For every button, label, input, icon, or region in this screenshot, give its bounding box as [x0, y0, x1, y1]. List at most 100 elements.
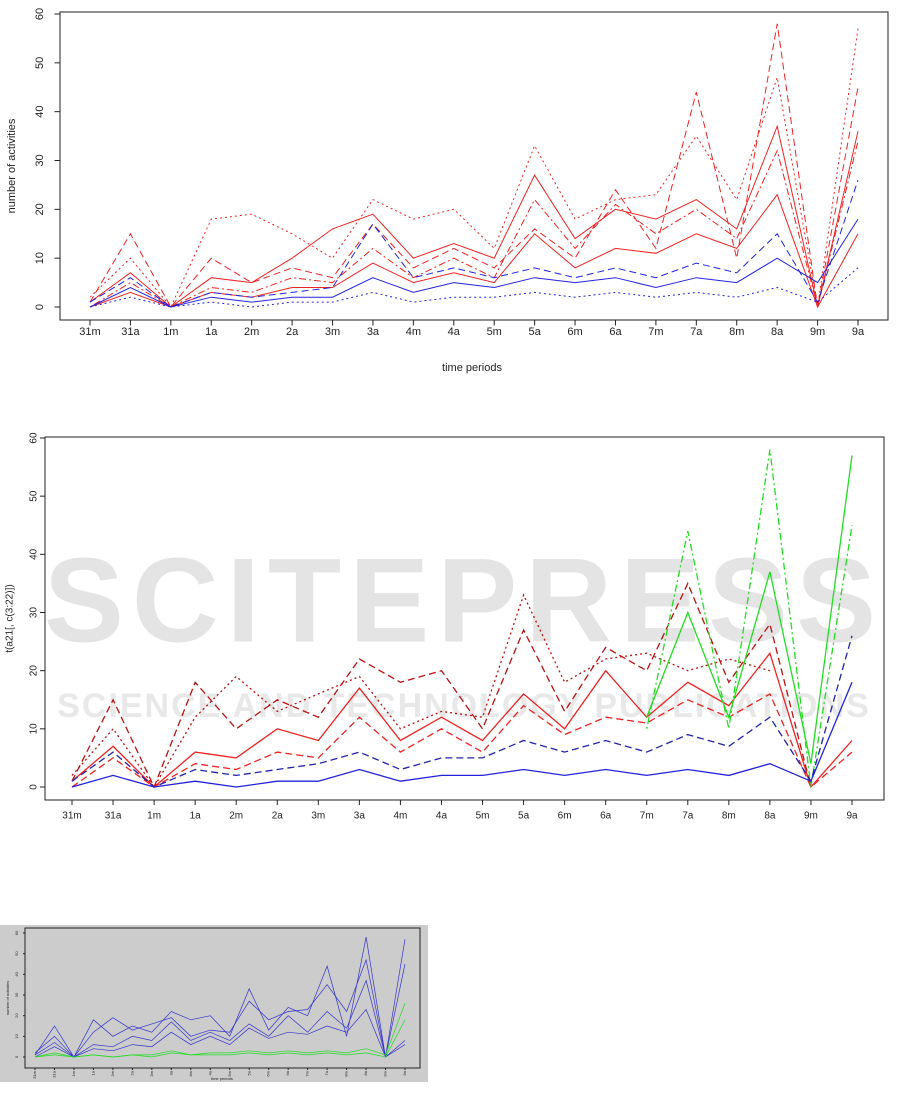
x-tick-label: 4m: [188, 1070, 193, 1076]
x-tick-label: 4a: [436, 811, 448, 822]
x-axis-label: time periods: [211, 1076, 233, 1081]
chart: 0 10 20 30 40 50 60 31m 31a 1m 1a 2m 2a 3m 3a 4m 4a 5m 5a 6…: [0, 925, 428, 1082]
x-tick-label: 6m: [567, 326, 582, 338]
x-tick-label: 6a: [600, 811, 612, 822]
y-tick-label: 60: [29, 432, 40, 444]
y-axis-label: number of activities: [5, 981, 10, 1015]
x-tick-label: 2a: [286, 326, 299, 338]
x-tick-label: 31m: [32, 1070, 37, 1078]
x-tick-label: 4a: [207, 1070, 212, 1075]
series-line: [646, 455, 853, 764]
chart: SCITEPRESS SCIENCE AND TECHNOLOGY PUBLICA…: [0, 420, 901, 860]
y-tick-label: 50: [29, 490, 40, 502]
y-tick-label: 50: [34, 57, 46, 69]
series-line: [89, 179, 859, 308]
y-axis-label: number of activities: [6, 118, 18, 213]
y-tick-label: 20: [29, 665, 40, 677]
x-tick-label: 3a: [168, 1070, 173, 1075]
y-tick-label: 50: [14, 951, 19, 956]
series-line: [71, 682, 853, 788]
y-axis-label: t(a21[, c(3:22)]): [5, 584, 16, 652]
x-tick-label: 31a: [121, 326, 140, 338]
x-tick-label: 2a: [129, 1070, 134, 1075]
y-tick-label: 60: [34, 8, 46, 20]
series-line: [34, 958, 406, 1058]
x-tick-label: 6m: [266, 1070, 271, 1076]
series-line: [89, 124, 859, 308]
x-tick-label: 5a: [518, 811, 530, 822]
series-line: [71, 635, 853, 788]
y-tick-label: 0: [14, 1055, 19, 1058]
x-tick-label: 8a: [764, 811, 776, 822]
y-tick-label: 30: [34, 154, 46, 166]
x-tick-label: 8a: [363, 1070, 368, 1075]
y-tick-label: 20: [14, 1013, 19, 1018]
x-tick-label: 4m: [393, 811, 407, 822]
series-line: [34, 1019, 406, 1058]
x-tick-label: 1m: [71, 1070, 76, 1076]
x-tick-label: 1m: [147, 811, 161, 822]
x-tick-label: 6a: [285, 1070, 290, 1075]
series-line: [34, 979, 406, 1058]
series-line: [34, 1008, 406, 1058]
x-tick-label: 2a: [272, 811, 284, 822]
x-tick-label: 3a: [367, 326, 380, 338]
plot-frame: [44, 436, 885, 801]
y-tick-label: 40: [34, 106, 46, 118]
x-tick-label: 5m: [227, 1070, 232, 1076]
chart: 0 10 20 30 40 50 60 31m 31a 1m 1a 2m 2a 3m 3a 4m 4a 5m 5a 6…: [0, 0, 901, 400]
series-line: [89, 267, 859, 308]
x-tick-label: 9m: [383, 1070, 388, 1076]
x-tick-label: 3m: [149, 1070, 154, 1076]
x-tick-label: 9m: [810, 326, 825, 338]
x-tick-label: 1m: [163, 326, 178, 338]
x-tick-label: 2m: [110, 1070, 115, 1076]
watermark-title: SCITEPRESS: [44, 534, 884, 668]
x-tick-label: 9m: [804, 811, 818, 822]
y-tick-label: 40: [14, 971, 19, 976]
x-tick-label: 9a: [402, 1070, 407, 1075]
x-tick-label: 6m: [558, 811, 572, 822]
series-line: [89, 218, 859, 308]
series-line: [89, 28, 859, 308]
y-tick-label: 20: [34, 203, 46, 215]
x-axis-label: time periods: [442, 362, 502, 374]
x-tick-label: 4a: [448, 326, 461, 338]
series-line: [34, 937, 406, 1058]
series-line: [89, 23, 859, 308]
y-tick-label: 30: [29, 607, 40, 619]
x-tick-label: 9a: [846, 811, 858, 822]
x-tick-label: 31m: [79, 326, 100, 338]
plot-frame: [24, 927, 421, 1069]
y-tick-label: 10: [14, 1033, 19, 1038]
y-tick-label: 30: [14, 992, 19, 997]
series-line: [71, 593, 771, 789]
x-tick-label: 8m: [344, 1070, 349, 1076]
x-tick-label: 5a: [529, 326, 542, 338]
x-tick-label: 1a: [190, 811, 202, 822]
series-line: [71, 651, 853, 789]
x-tick-label: 3a: [354, 811, 366, 822]
y-tick-label: 40: [29, 548, 40, 560]
x-tick-label: 7m: [305, 1070, 310, 1076]
x-tick-label: 9a: [852, 326, 865, 338]
x-tick-label: 7m: [648, 326, 663, 338]
watermark-subtitle: SCIENCE AND TECHNOLOGY PUBLICATIONS: [57, 687, 871, 725]
x-tick-label: 31m: [62, 811, 81, 822]
series-line: [89, 140, 859, 308]
plot-frame: [59, 11, 889, 321]
x-tick-label: 3m: [311, 811, 325, 822]
x-tick-label: 2m: [229, 811, 243, 822]
x-tick-label: 6a: [609, 326, 622, 338]
x-tick-label: 7a: [682, 811, 694, 822]
x-tick-label: 4m: [406, 326, 421, 338]
x-tick-label: 31a: [105, 811, 122, 822]
y-tick-label: 60: [14, 930, 19, 935]
chart-background: [0, 0, 901, 400]
x-tick-label: 3m: [325, 326, 340, 338]
x-tick-label: 5m: [476, 811, 490, 822]
x-tick-label: 5m: [487, 326, 502, 338]
x-tick-label: 31a: [52, 1070, 57, 1077]
series-line: [646, 449, 853, 788]
